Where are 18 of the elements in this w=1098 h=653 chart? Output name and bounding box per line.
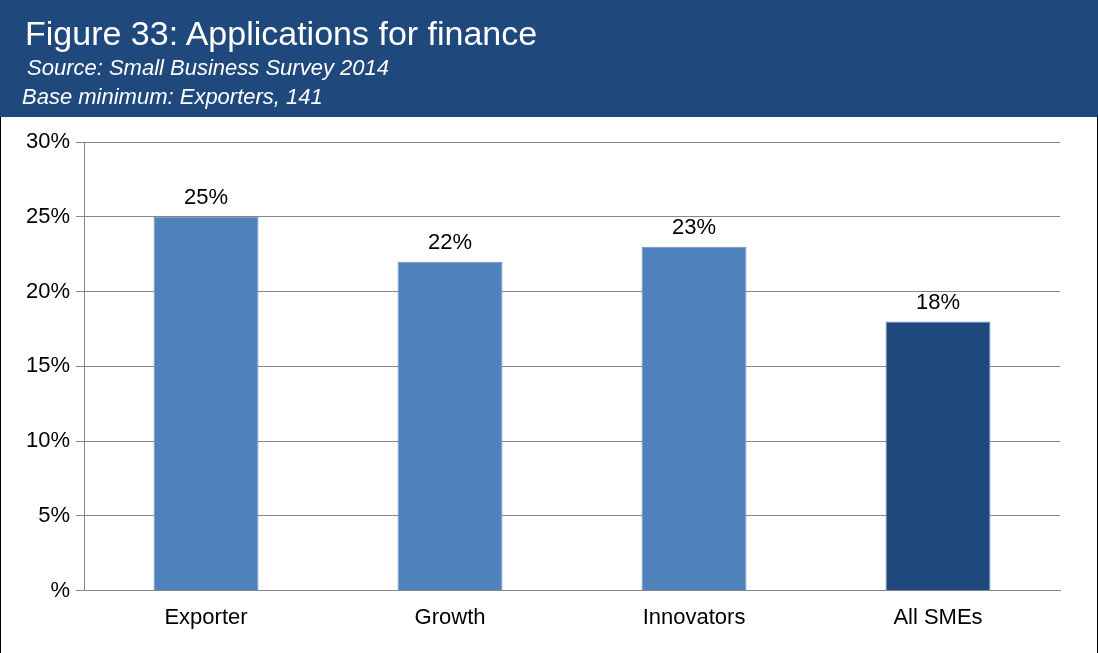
y-tick-label: % <box>50 576 71 602</box>
x-tick-label: All SMEs <box>893 603 983 629</box>
x-tick-label: Innovators <box>642 603 746 629</box>
data-label: 23% <box>671 213 717 239</box>
y-tick-label: 5% <box>38 501 71 527</box>
y-tick-label: 25% <box>25 202 71 228</box>
data-label: 22% <box>428 228 473 254</box>
x-tick-label: Growth <box>414 603 486 629</box>
y-tick-label: 30% <box>25 128 71 154</box>
data-label: 18% <box>915 288 961 314</box>
chart-title: Figure 33: Applications for finance <box>25 14 538 52</box>
chart-subtitle: Source: Small Business Survey 2014 <box>27 55 389 81</box>
x-tick-label: Exporter <box>164 603 248 629</box>
y-tick-label: 15% <box>25 352 71 378</box>
y-tick-label: 10% <box>25 427 71 453</box>
y-tick-label: 20% <box>25 277 71 303</box>
text: Base minimum: Exporters, 141 <box>22 84 323 110</box>
data-label: 25% <box>184 183 229 209</box>
